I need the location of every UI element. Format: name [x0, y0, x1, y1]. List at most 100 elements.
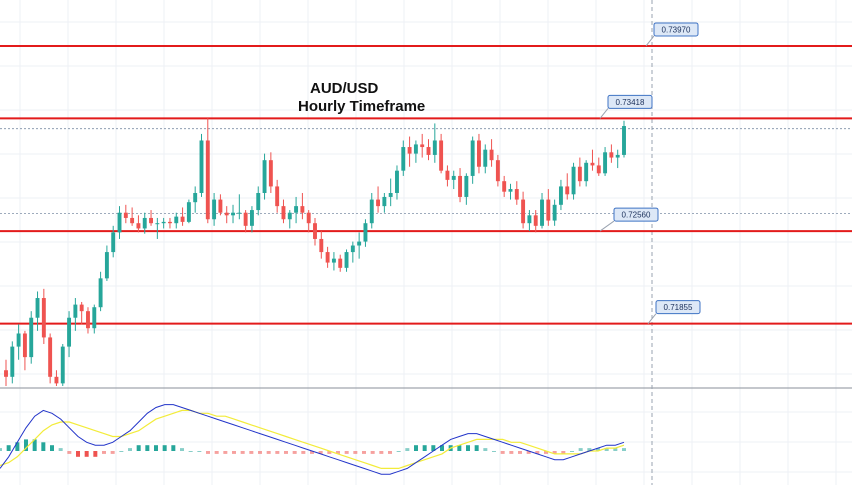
candle-body: [4, 370, 8, 377]
macd-histogram-bar: [223, 451, 228, 454]
macd-histogram-bar: [500, 451, 505, 454]
macd-histogram-bar: [396, 451, 401, 452]
macd-histogram-bar: [362, 451, 366, 454]
macd-histogram-bar: [535, 451, 540, 454]
level-label-text: 0.73418: [616, 98, 645, 107]
macd-histogram-bar: [457, 445, 462, 451]
macd-histogram-bar: [526, 451, 531, 454]
level-label-text: 0.73970: [662, 25, 691, 34]
macd-histogram-bar: [301, 451, 306, 454]
candle-body: [527, 215, 532, 224]
candle-body: [596, 165, 601, 174]
candle-body: [357, 241, 362, 246]
macd-histogram-bar: [180, 448, 184, 451]
candle-body: [161, 221, 166, 224]
candle-body: [388, 193, 393, 197]
level-label-pointer: [645, 35, 655, 47]
macd-histogram-bar: [388, 451, 392, 454]
macd-histogram-bar: [370, 451, 375, 454]
candle-body: [123, 212, 128, 218]
macd-histogram-bar: [284, 451, 288, 454]
candle-body: [168, 221, 172, 224]
macd-histogram-bar: [32, 439, 37, 451]
candle-body: [407, 147, 412, 154]
candle-body: [275, 186, 280, 207]
macd-histogram-bar: [232, 451, 236, 454]
candle-body: [313, 223, 317, 239]
candle-body: [426, 147, 431, 155]
candle-body: [439, 140, 444, 171]
candle-body: [73, 304, 78, 318]
macd-histogram-bar: [171, 445, 176, 451]
macd-histogram-bar: [379, 451, 384, 454]
macd-histogram-bar: [50, 445, 54, 451]
candle-body: [432, 140, 437, 155]
chart-subtitle: Hourly Timeframe: [298, 98, 426, 115]
macd-histogram-bar: [570, 451, 574, 452]
level-label-box: [613, 207, 659, 222]
macd-histogram-bar: [136, 445, 141, 451]
candle-body: [149, 217, 153, 224]
macd-histogram-bar: [6, 445, 11, 451]
candle-body: [464, 175, 469, 197]
candle-body: [186, 202, 191, 222]
level-label-text: 0.72560: [622, 211, 651, 220]
candle-body: [231, 212, 235, 216]
macd-histogram-bar: [240, 451, 245, 454]
level-label-pointer: [599, 108, 609, 119]
macd-histogram-bar: [518, 451, 522, 454]
candle-body: [155, 223, 160, 225]
candle-body: [445, 170, 450, 180]
candle-body: [237, 212, 242, 214]
candle-body: [470, 140, 475, 176]
macd-histogram-bar: [353, 451, 358, 454]
candle-body: [142, 217, 147, 229]
candle-body: [558, 186, 563, 205]
candle-body: [319, 238, 324, 253]
candle-body: [205, 140, 210, 220]
candle-body: [382, 196, 387, 207]
candle-body: [306, 212, 311, 224]
candle-body: [395, 170, 399, 193]
macd-histogram-bar: [622, 448, 626, 451]
candle-body: [212, 199, 217, 220]
macd-histogram-bar: [197, 451, 202, 452]
macd-histogram-bar: [84, 451, 89, 457]
macd-histogram-bar: [119, 451, 124, 452]
candle-body: [41, 298, 46, 338]
candle-body: [369, 199, 374, 224]
macd-histogram-bar: [492, 451, 496, 452]
candle-body: [98, 278, 103, 308]
candle-body: [622, 126, 626, 155]
macd-signal-line: [0, 409, 625, 469]
macd-histogram-bar: [206, 451, 210, 454]
candle-body: [86, 311, 90, 329]
candle-body: [477, 140, 481, 167]
candle-body: [483, 149, 488, 167]
candle-body: [521, 199, 526, 224]
candle-body: [508, 189, 513, 192]
candle-body: [413, 144, 418, 154]
candle-body: [174, 216, 179, 224]
macd-histogram-bar: [41, 442, 46, 451]
candle-body: [10, 346, 15, 377]
macd-histogram-bar: [258, 451, 262, 454]
candle-body: [199, 140, 204, 193]
candle-body: [294, 206, 299, 213]
macd-histogram-bar: [405, 448, 410, 451]
macd-histogram-bar: [422, 445, 427, 451]
candle-body: [35, 298, 40, 318]
macd-histogram-bar: [58, 448, 63, 451]
candle-body: [571, 166, 576, 195]
candle-body: [281, 206, 286, 220]
candle-body: [249, 210, 254, 226]
candle-body: [54, 376, 59, 384]
candle-body: [495, 160, 500, 182]
candle-body: [262, 160, 267, 193]
level-label-pointer: [599, 220, 615, 232]
candle-body: [458, 175, 462, 197]
macd-histogram-bar: [145, 445, 150, 451]
candle-body: [16, 333, 21, 347]
macd-histogram-bar: [0, 448, 2, 451]
